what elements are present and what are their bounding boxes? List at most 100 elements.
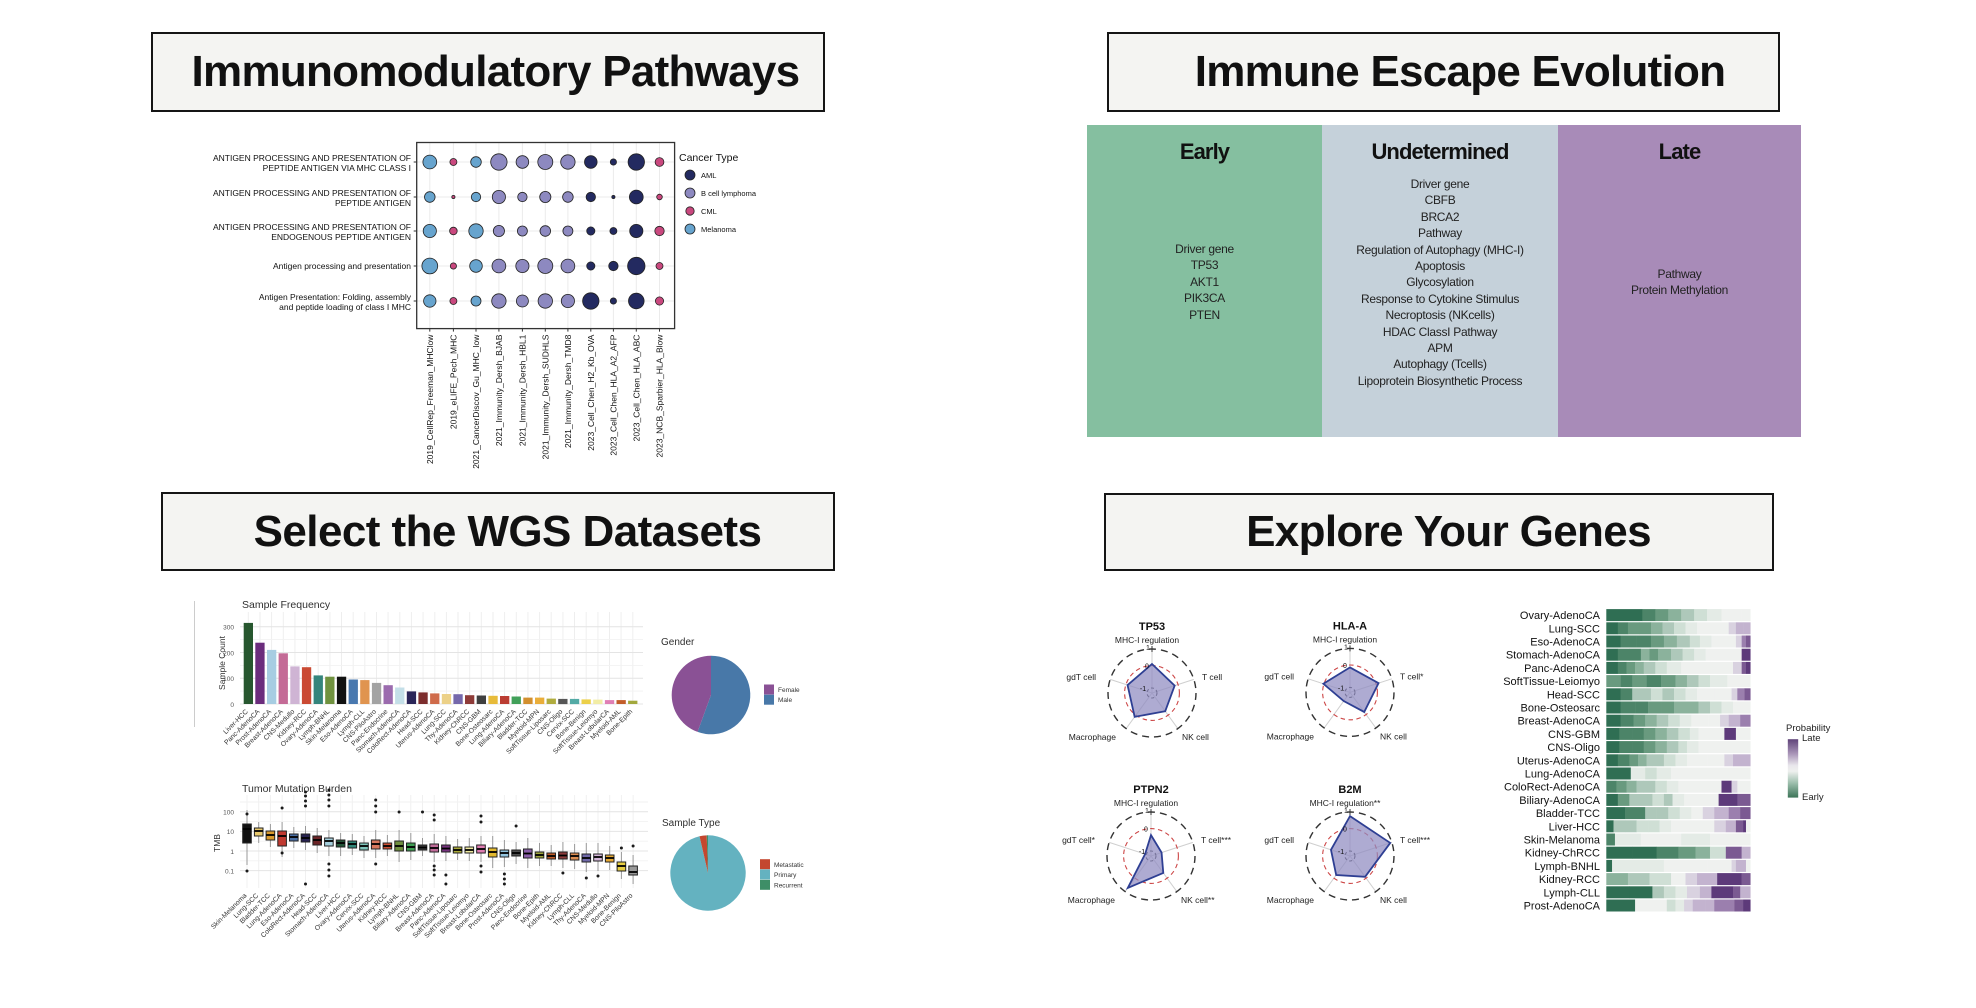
svg-text:Bone-Osteosarc: Bone-Osteosarc bbox=[1521, 703, 1601, 715]
svg-text:100: 100 bbox=[223, 810, 234, 817]
svg-text:Head-SCC: Head-SCC bbox=[1547, 689, 1600, 701]
svg-text:Sample Count: Sample Count bbox=[217, 635, 227, 690]
svg-text:Probability: Probability bbox=[1786, 723, 1831, 734]
svg-text:2021_Immunity_Dersh_HBL1: 2021_Immunity_Dersh_HBL1 bbox=[518, 334, 528, 446]
svg-text:HLA-A: HLA-A bbox=[1333, 620, 1367, 632]
svg-text:2019_CellRep_Freeman_MHClow: 2019_CellRep_Freeman_MHClow bbox=[425, 334, 435, 464]
svg-text:0: 0 bbox=[1145, 664, 1149, 671]
svg-text:100: 100 bbox=[223, 676, 234, 683]
svg-text:Metastatic: Metastatic bbox=[774, 862, 804, 869]
svg-text:0.1: 0.1 bbox=[225, 868, 234, 875]
svg-text:1: 1 bbox=[1344, 644, 1348, 651]
svg-text:gdT cell*: gdT cell* bbox=[1062, 835, 1096, 845]
svg-text:Ovary-AdenoCA: Ovary-AdenoCA bbox=[1520, 610, 1601, 622]
svg-text:Primary: Primary bbox=[774, 872, 797, 879]
svg-text:Biliary-AdenoCA: Biliary-AdenoCA bbox=[1519, 795, 1600, 807]
svg-text:Lymph-BNHL: Lymph-BNHL bbox=[1534, 861, 1600, 873]
svg-text:NK cell: NK cell bbox=[1182, 732, 1209, 742]
svg-text:1: 1 bbox=[1145, 808, 1149, 815]
svg-text:Melanoma: Melanoma bbox=[701, 225, 737, 234]
svg-text:gdT cell: gdT cell bbox=[1066, 672, 1096, 682]
svg-text:Macrophage: Macrophage bbox=[1068, 895, 1116, 905]
svg-text:Male: Male bbox=[778, 697, 792, 704]
svg-text:PTPN2: PTPN2 bbox=[1133, 784, 1168, 796]
svg-text:T cell*: T cell* bbox=[1400, 671, 1424, 681]
svg-text:-1: -1 bbox=[1139, 849, 1145, 856]
svg-text:NK cell: NK cell bbox=[1380, 895, 1407, 905]
svg-text:2019_eLIFE_Pech_MHC: 2019_eLIFE_Pech_MHC bbox=[449, 335, 459, 430]
svg-text:200: 200 bbox=[223, 650, 234, 657]
svg-text:2021_Immunity_Dersh_BJAB: 2021_Immunity_Dersh_BJAB bbox=[494, 334, 504, 446]
svg-text:TP53: TP53 bbox=[1139, 621, 1165, 633]
svg-text:Breast-AdenoCA: Breast-AdenoCA bbox=[1517, 716, 1600, 728]
svg-text:NK cell: NK cell bbox=[1380, 731, 1407, 741]
svg-text:Liver-HCC: Liver-HCC bbox=[1549, 821, 1600, 833]
svg-text:0: 0 bbox=[230, 702, 234, 709]
svg-text:Lung-SCC: Lung-SCC bbox=[1549, 623, 1600, 635]
svg-text:Kidney-RCC: Kidney-RCC bbox=[1539, 874, 1600, 886]
svg-text:1: 1 bbox=[230, 849, 234, 856]
svg-text:-1: -1 bbox=[1338, 849, 1344, 856]
svg-text:10: 10 bbox=[227, 829, 235, 836]
svg-text:0: 0 bbox=[1144, 827, 1148, 834]
svg-text:0: 0 bbox=[1343, 663, 1347, 670]
svg-text:gdT cell: gdT cell bbox=[1264, 835, 1294, 845]
svg-text:ANTIGEN PROCESSING AND PRESENT: ANTIGEN PROCESSING AND PRESENTATION OF bbox=[213, 222, 411, 232]
svg-text:0: 0 bbox=[1343, 827, 1347, 834]
svg-text:CNS-Oligo: CNS-Oligo bbox=[1547, 742, 1600, 754]
svg-text:Uterus-AdenoCA: Uterus-AdenoCA bbox=[1517, 755, 1601, 767]
svg-text:2021_Immunity_Dersh_TMD8: 2021_Immunity_Dersh_TMD8 bbox=[563, 334, 573, 448]
svg-text:2021_CancerDiscov_Gu_MHC_low: 2021_CancerDiscov_Gu_MHC_low bbox=[471, 334, 481, 469]
svg-text:ENDOGENOUS PEPTIDE ANTIGEN: ENDOGENOUS PEPTIDE ANTIGEN bbox=[271, 232, 411, 242]
svg-text:NK cell**: NK cell** bbox=[1181, 895, 1215, 905]
svg-text:Antigen processing and present: Antigen processing and presentation bbox=[273, 261, 411, 271]
svg-text:Kidney-ChRCC: Kidney-ChRCC bbox=[1525, 848, 1600, 860]
svg-text:1: 1 bbox=[1146, 645, 1150, 652]
svg-text:-1: -1 bbox=[1338, 685, 1344, 692]
svg-text:Bladder-TCC: Bladder-TCC bbox=[1536, 808, 1600, 820]
svg-text:ANTIGEN PROCESSING AND PRESENT: ANTIGEN PROCESSING AND PRESENTATION OF bbox=[213, 153, 411, 163]
svg-text:TMB: TMB bbox=[212, 834, 222, 852]
svg-text:SoftTissue-Leiomyo: SoftTissue-Leiomyo bbox=[1503, 676, 1600, 688]
svg-text:Macrophage: Macrophage bbox=[1267, 731, 1315, 741]
svg-text:Lung-AdenoCA: Lung-AdenoCA bbox=[1525, 769, 1601, 781]
svg-text:MHC-I regulation**: MHC-I regulation** bbox=[1310, 798, 1382, 808]
svg-text:Female: Female bbox=[778, 687, 800, 694]
svg-text:Cancer Type: Cancer Type bbox=[679, 152, 738, 164]
svg-text:Sample Type: Sample Type bbox=[662, 818, 721, 829]
svg-text:Early: Early bbox=[1802, 792, 1824, 803]
svg-text:and peptide loading of class I: and peptide loading of class I MHC bbox=[279, 302, 411, 312]
svg-text:T cell***: T cell*** bbox=[1400, 835, 1431, 845]
svg-text:-1: -1 bbox=[1140, 686, 1146, 693]
svg-text:AML: AML bbox=[701, 171, 716, 180]
svg-text:Prost-AdenoCA: Prost-AdenoCA bbox=[1524, 901, 1601, 913]
svg-text:B cell lymphoma: B cell lymphoma bbox=[701, 189, 757, 198]
svg-text:2023_Cell_Chen_HLA_A2_AFP: 2023_Cell_Chen_HLA_A2_AFP bbox=[609, 334, 619, 455]
svg-text:Stomach-AdenoCA: Stomach-AdenoCA bbox=[1506, 650, 1601, 662]
svg-text:MHC-I regulation: MHC-I regulation bbox=[1115, 635, 1180, 645]
svg-text:2021_Immunity_Dersh_SUDHLS: 2021_Immunity_Dersh_SUDHLS bbox=[541, 334, 551, 459]
svg-text:ANTIGEN PROCESSING AND PRESENT: ANTIGEN PROCESSING AND PRESENTATION OF bbox=[213, 188, 411, 198]
svg-text:Late: Late bbox=[1802, 733, 1821, 744]
svg-text:Antigen Presentation: Folding,: Antigen Presentation: Folding, assembly bbox=[259, 292, 412, 302]
svg-text:Gender: Gender bbox=[661, 637, 695, 648]
svg-text:MHC-I regulation: MHC-I regulation bbox=[1114, 798, 1179, 808]
svg-text:PEPTIDE ANTIGEN VIA MHC CLASS: PEPTIDE ANTIGEN VIA MHC CLASS I bbox=[263, 163, 411, 173]
svg-text:T cell***: T cell*** bbox=[1201, 835, 1232, 845]
svg-text:T cell: T cell bbox=[1202, 672, 1222, 682]
svg-text:CNS-GBM: CNS-GBM bbox=[1548, 729, 1600, 741]
svg-text:2023_Cell_Chen_HLA_ABC: 2023_Cell_Chen_HLA_ABC bbox=[632, 335, 642, 442]
svg-text:Recurrent: Recurrent bbox=[774, 882, 803, 889]
svg-text:CML: CML bbox=[701, 207, 717, 216]
svg-text:Macrophage: Macrophage bbox=[1267, 895, 1315, 905]
svg-text:Lymph-CLL: Lymph-CLL bbox=[1544, 887, 1600, 899]
svg-text:Panc-AdenoCA: Panc-AdenoCA bbox=[1524, 663, 1600, 675]
svg-text:Eso-AdenoCA: Eso-AdenoCA bbox=[1530, 637, 1600, 649]
svg-text:2023_NCB_Sparbier_HLA_Blow: 2023_NCB_Sparbier_HLA_Blow bbox=[655, 334, 665, 458]
svg-text:B2M: B2M bbox=[1338, 784, 1361, 796]
svg-text:Macrophage: Macrophage bbox=[1069, 732, 1117, 742]
svg-text:gdT cell: gdT cell bbox=[1264, 671, 1294, 681]
svg-text:2023_Cell_Chen_H2_Kb_OVA: 2023_Cell_Chen_H2_Kb_OVA bbox=[586, 334, 596, 450]
svg-text:PEPTIDE ANTIGEN: PEPTIDE ANTIGEN bbox=[335, 198, 411, 208]
svg-text:Tumor Mutation Burden: Tumor Mutation Burden bbox=[242, 783, 352, 795]
